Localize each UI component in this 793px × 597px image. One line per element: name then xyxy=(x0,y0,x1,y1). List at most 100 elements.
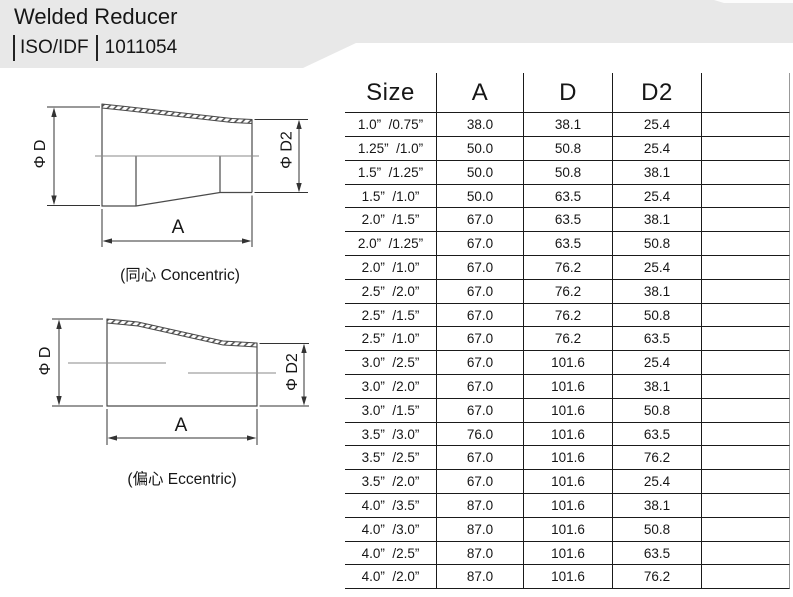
table-row: 1.25” /1.0” 50.0 50.8 25.4 xyxy=(345,137,791,161)
value-cell: 101.6 xyxy=(524,541,613,566)
value-cell: 76.2 xyxy=(524,279,613,304)
table-row: 3.0” /2.0” 67.0 101.6 38.1 xyxy=(345,375,791,399)
value-cell: 87.0 xyxy=(437,517,524,542)
size-cell: 4.0” /2.5” xyxy=(345,541,437,566)
arrowhead xyxy=(56,396,62,406)
empty-cell xyxy=(702,446,790,471)
size-cell: 2.0” /1.5” xyxy=(345,208,437,233)
size-cell: 2.5” /1.5” xyxy=(345,303,437,328)
empty-cell xyxy=(702,494,790,518)
empty-cell xyxy=(702,517,790,542)
divider-bar xyxy=(95,34,98,61)
value-cell: 50.8 xyxy=(613,398,702,423)
dim-label-d2: Φ D2 xyxy=(284,353,301,391)
value-cell: 67.0 xyxy=(437,398,524,423)
concentric-drawing: Φ D Φ D2 A (同心 Concentric) xyxy=(32,103,308,284)
empty-cell xyxy=(702,256,790,280)
value-cell: 101.6 xyxy=(524,494,613,518)
value-cell: 63.5 xyxy=(524,184,613,209)
arrowhead xyxy=(51,107,57,117)
value-cell: 101.6 xyxy=(524,422,613,447)
table-row: 1.0” /0.75” 38.0 38.1 25.4 xyxy=(345,113,791,138)
empty-cell xyxy=(702,184,790,209)
empty-cell xyxy=(702,160,790,185)
empty-cell xyxy=(702,208,790,233)
value-cell: 38.1 xyxy=(524,113,613,138)
table-row: 3.0” /2.5” 67.0 101.6 25.4 xyxy=(345,351,791,376)
size-cell: 4.0” /2.0” xyxy=(345,565,437,590)
table-row: 4.0” /2.0” 87.0 101.6 76.2 xyxy=(345,565,791,590)
dim-label-d: Φ D xyxy=(37,347,54,376)
value-cell: 63.5 xyxy=(613,327,702,352)
value-cell: 50.8 xyxy=(613,232,702,257)
column-header-d2: D2 xyxy=(613,73,702,114)
standard-label: ISO/IDF xyxy=(20,36,89,58)
value-cell: 63.5 xyxy=(524,232,613,257)
page-title: Welded Reducer xyxy=(14,4,178,29)
table-row: 4.0” /3.0” 87.0 101.6 50.8 xyxy=(345,517,791,542)
value-cell: 50.0 xyxy=(437,160,524,185)
value-cell: 25.4 xyxy=(613,113,702,138)
empty-cell xyxy=(702,232,790,257)
value-cell: 25.4 xyxy=(613,470,702,495)
divider-bar xyxy=(13,34,15,61)
empty-cell xyxy=(702,470,790,495)
size-cell: 3.5” /2.0” xyxy=(345,470,437,495)
table-row: 1.5” /1.0” 50.0 63.5 25.4 xyxy=(345,184,791,209)
table-row: 3.5” /3.0” 76.0 101.6 63.5 xyxy=(345,422,791,447)
value-cell: 67.0 xyxy=(437,375,524,399)
empty-cell xyxy=(702,422,790,447)
size-cell: 2.0” /1.0” xyxy=(345,256,437,280)
size-cell: 3.0” /2.5” xyxy=(345,351,437,376)
dim-label-d: Φ D xyxy=(32,140,49,169)
value-cell: 87.0 xyxy=(437,494,524,518)
value-cell: 76.0 xyxy=(437,422,524,447)
size-cell: 3.5” /3.0” xyxy=(345,422,437,447)
empty-cell xyxy=(702,375,790,399)
dim-extension-d xyxy=(47,106,100,206)
arrowhead xyxy=(102,238,112,244)
size-cell: 1.0” /0.75” xyxy=(345,113,437,138)
table-row: 2.5” /1.0” 67.0 76.2 63.5 xyxy=(345,327,791,352)
size-cell: 2.0” /1.25” xyxy=(345,232,437,257)
eccentric-caption: (偏心 Eccentric) xyxy=(127,470,236,488)
empty-cell xyxy=(702,565,790,590)
value-cell: 38.1 xyxy=(613,208,702,233)
bore-lines xyxy=(135,156,221,206)
header-notch xyxy=(714,0,793,3)
value-cell: 87.0 xyxy=(437,541,524,566)
size-cell: 1.5” /1.25” xyxy=(345,160,437,185)
size-cell: 2.5” /2.0” xyxy=(345,279,437,304)
empty-cell xyxy=(702,327,790,352)
dim-label-a: A xyxy=(175,415,188,436)
value-cell: 50.0 xyxy=(437,184,524,209)
dim-extension-a xyxy=(101,195,253,247)
value-cell: 101.6 xyxy=(524,517,613,542)
size-cell: 1.5” /1.0” xyxy=(345,184,437,209)
size-cell: 4.0” /3.0” xyxy=(345,517,437,542)
size-cell: 1.25” /1.0” xyxy=(345,137,437,161)
empty-cell xyxy=(702,137,790,161)
arrowhead xyxy=(107,435,117,441)
dim-extension-a xyxy=(106,409,258,445)
value-cell: 67.0 xyxy=(437,351,524,376)
arrowhead xyxy=(301,343,307,353)
empty-cell xyxy=(702,113,790,138)
table-row: 4.0” /3.5” 87.0 101.6 38.1 xyxy=(345,494,791,518)
part-number: 1011054 xyxy=(104,36,178,58)
arrowhead xyxy=(51,195,57,205)
value-cell: 67.0 xyxy=(437,446,524,471)
value-cell: 25.4 xyxy=(613,256,702,280)
value-cell: 50.8 xyxy=(613,303,702,328)
empty-cell xyxy=(702,398,790,423)
value-cell: 67.0 xyxy=(437,208,524,233)
value-cell: 101.6 xyxy=(524,351,613,376)
column-header-a: A xyxy=(437,73,524,114)
value-cell: 67.0 xyxy=(437,232,524,257)
size-cell: 3.5” /2.5” xyxy=(345,446,437,471)
dim-extension-d xyxy=(52,318,103,407)
table-row: 4.0” /2.5” 87.0 101.6 63.5 xyxy=(345,541,791,566)
value-cell: 101.6 xyxy=(524,446,613,471)
spec-table-header: Size A D D2 xyxy=(345,73,791,114)
